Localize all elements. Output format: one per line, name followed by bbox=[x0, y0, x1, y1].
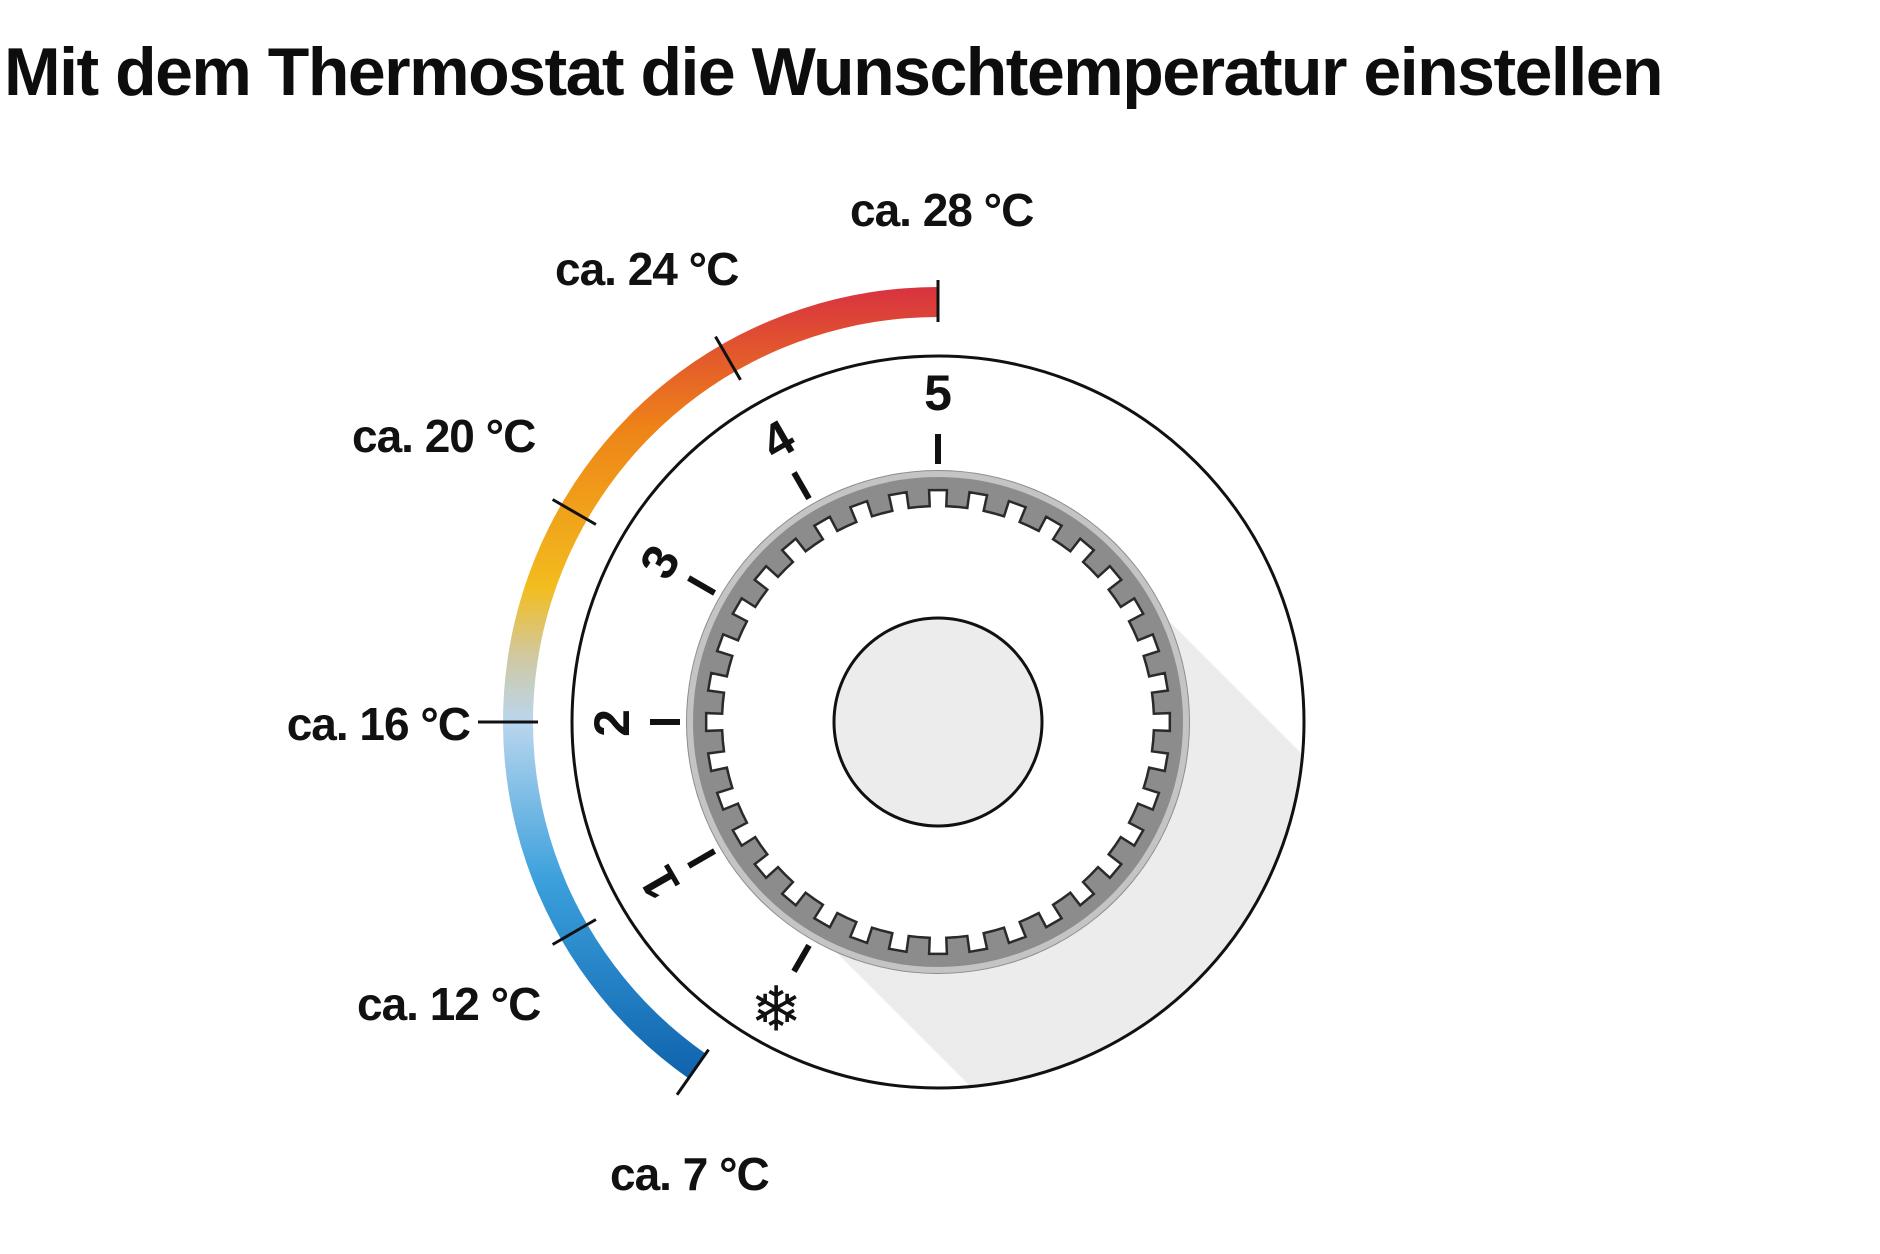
dial-scale-5: 5 bbox=[924, 365, 952, 421]
temperature-ticks bbox=[478, 280, 940, 1096]
temp-label-7: ca. 7 °C bbox=[610, 1148, 769, 1200]
temperature-tick bbox=[551, 498, 597, 526]
dial-scale-tick bbox=[687, 848, 717, 869]
dial-scale-tick bbox=[687, 575, 717, 596]
temp-label-20: ca. 20 °C bbox=[352, 410, 535, 462]
dial-scale-ticks bbox=[650, 434, 941, 973]
temp-label-16: ca. 16 °C bbox=[287, 698, 470, 750]
knob-center[interactable] bbox=[832, 616, 1044, 828]
temp-label-24: ca. 24 °C bbox=[555, 243, 738, 295]
temp-label-28: ca. 28 °C bbox=[850, 184, 1033, 236]
temperature-tick bbox=[714, 335, 742, 381]
dial-scale-2: 2 bbox=[584, 709, 640, 737]
dial-scale-tick bbox=[791, 943, 812, 973]
temperature-tick bbox=[551, 918, 597, 946]
dial-scale-tick bbox=[791, 471, 812, 501]
dial-outline bbox=[570, 354, 1306, 1090]
page-title: Mit dem Thermostat die Wunschtemperatur … bbox=[4, 34, 1664, 110]
temperature-tick bbox=[675, 1048, 710, 1096]
snowflake-icon: ❄ bbox=[750, 973, 802, 1046]
temp-label-12: ca. 12 °C bbox=[357, 978, 540, 1030]
